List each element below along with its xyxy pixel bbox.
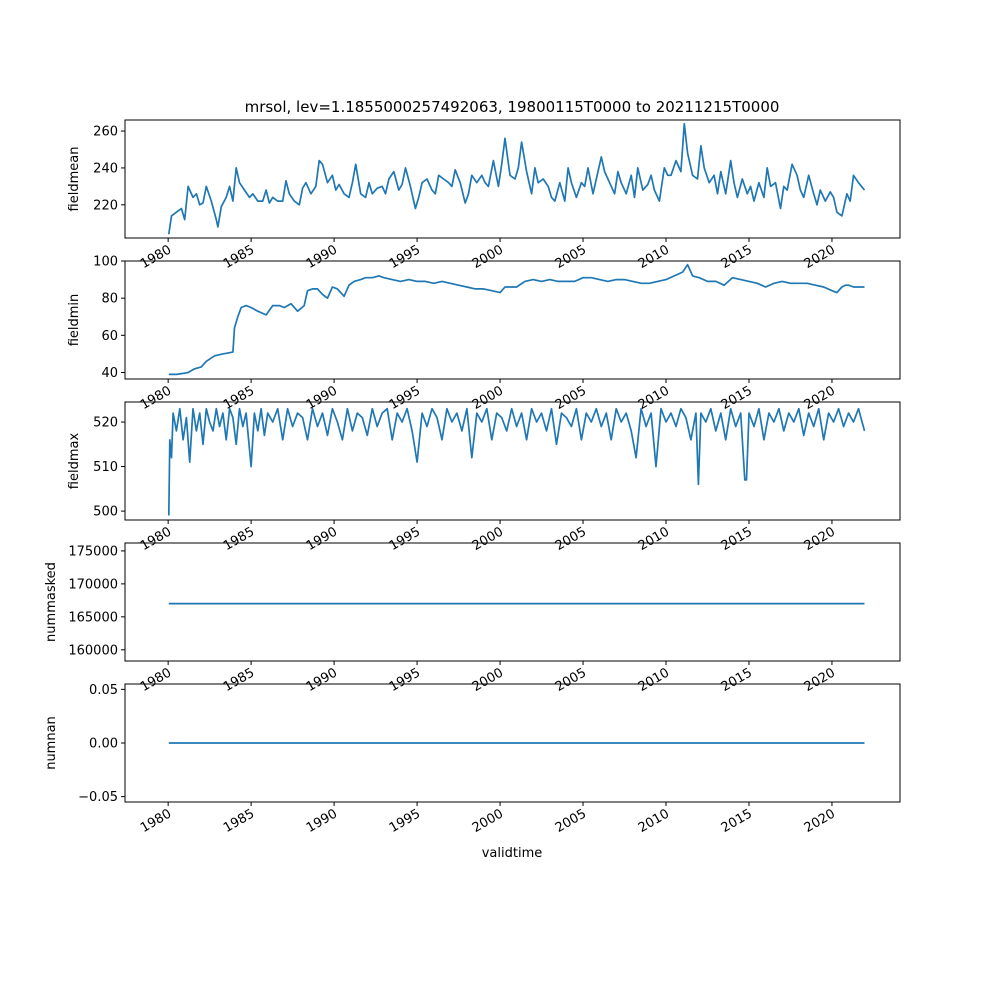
x-tick-label: 2020 [802,242,838,272]
x-tick-label: 1980 [138,806,174,836]
x-tick-label: 1985 [221,242,257,272]
x-tick-label: 1985 [221,524,257,554]
x-tick-label: 2015 [719,806,755,836]
y-tick-label: 60 [101,329,118,344]
y-tick-label: 500 [93,505,118,520]
x-tick-label: 1985 [221,665,257,695]
axes-frame [124,401,901,521]
x-tick-label: 2005 [553,806,589,836]
x-tick-label: 1995 [387,806,423,836]
y-tick-label: 160000 [68,643,118,658]
x-tick-label: 1980 [138,524,174,554]
x-tick-label: 2000 [470,383,506,413]
y-axis-label: numnan [44,716,59,770]
y-axis-label: nummasked [44,562,59,642]
series-line-fieldmax [167,407,866,516]
y-tick-label: 240 [93,161,118,176]
subplot-fieldmax: 500 510 520 fieldmax 1980 1985 1990 1995 2000 200… [67,401,901,554]
axes-frame [124,119,901,239]
y-tick-label: 0.05 [89,683,118,698]
x-tick-label: 1980 [138,665,174,695]
y-tick-label: 520 [93,416,118,431]
x-tick-label: 1990 [304,524,340,554]
y-tick-label: 260 [93,125,118,140]
series-line-fieldmean [167,122,866,235]
x-tick-label: 2000 [470,806,506,836]
x-tick-label: 1985 [221,806,257,836]
x-tick-label: 2005 [553,665,589,695]
y-tick-label: 100 [93,255,118,270]
x-tick-label: 2015 [719,524,755,554]
x-tick-label: 1990 [304,806,340,836]
x-tick-label: 2010 [636,665,672,695]
y-tick-label: −0.05 [78,790,118,805]
x-tick-label: 2015 [719,383,755,413]
x-tick-label: 2015 [719,665,755,695]
x-tick-label: 2005 [553,524,589,554]
y-tick-label: 510 [93,460,118,475]
x-tick-label: 2000 [470,524,506,554]
x-axis-label: validtime [482,846,543,861]
x-tick-label: 2000 [470,242,506,272]
x-tick-label: 2010 [636,242,672,272]
x-tick-label: 2020 [802,806,838,836]
series-line-fieldmin [168,263,865,376]
x-tick-label: 1980 [138,383,174,413]
axes-frame [124,542,901,662]
x-tick-label: 1995 [387,524,423,554]
x-tick-label: 1990 [304,665,340,695]
axes-frame [124,260,901,380]
y-tick-label: 165000 [68,610,118,625]
y-tick-label: 80 [101,292,118,307]
chart-title: mrsol, lev=1.1855000257492063, 19800115T… [245,98,780,116]
x-tick-label: 2000 [470,665,506,695]
subplots: 220 240 260 fieldmean 1980 1985 1990 1995 2000 20… [44,119,901,836]
subplot-numnan: −0.05 0.00 0.05 numnan 1980 1985 1990 1995 2000 2… [44,683,901,836]
x-tick-label: 1995 [387,665,423,695]
y-tick-label: 220 [93,198,118,213]
x-tick-label: 1995 [387,242,423,272]
subplot-nummasked: 160000 165000 170000 175000 nummasked 1980 198… [44,542,901,695]
x-tick-label: 2020 [802,524,838,554]
y-axis-label: fieldmean [67,147,82,212]
x-tick-label: 2015 [719,242,755,272]
y-axis-label: fieldmax [67,433,82,490]
y-tick-label: 0.00 [89,737,118,752]
x-tick-label: 2020 [802,383,838,413]
x-tick-label: 1990 [304,242,340,272]
x-tick-label: 1980 [138,242,174,272]
y-tick-label: 40 [101,366,118,381]
x-tick-label: 2005 [553,383,589,413]
x-tick-label: 2010 [636,524,672,554]
y-tick-label: 170000 [68,577,118,592]
x-tick-label: 1995 [387,383,423,413]
y-axis-label: fieldmin [67,294,82,347]
x-tick-label: 2020 [802,665,838,695]
x-tick-label: 1990 [304,383,340,413]
y-tick-label: 175000 [68,544,118,559]
x-tick-label: 2005 [553,242,589,272]
subplot-fieldmean: 220 240 260 fieldmean 1980 1985 1990 1995 2000 20… [67,119,901,272]
x-tick-label: 2010 [636,806,672,836]
